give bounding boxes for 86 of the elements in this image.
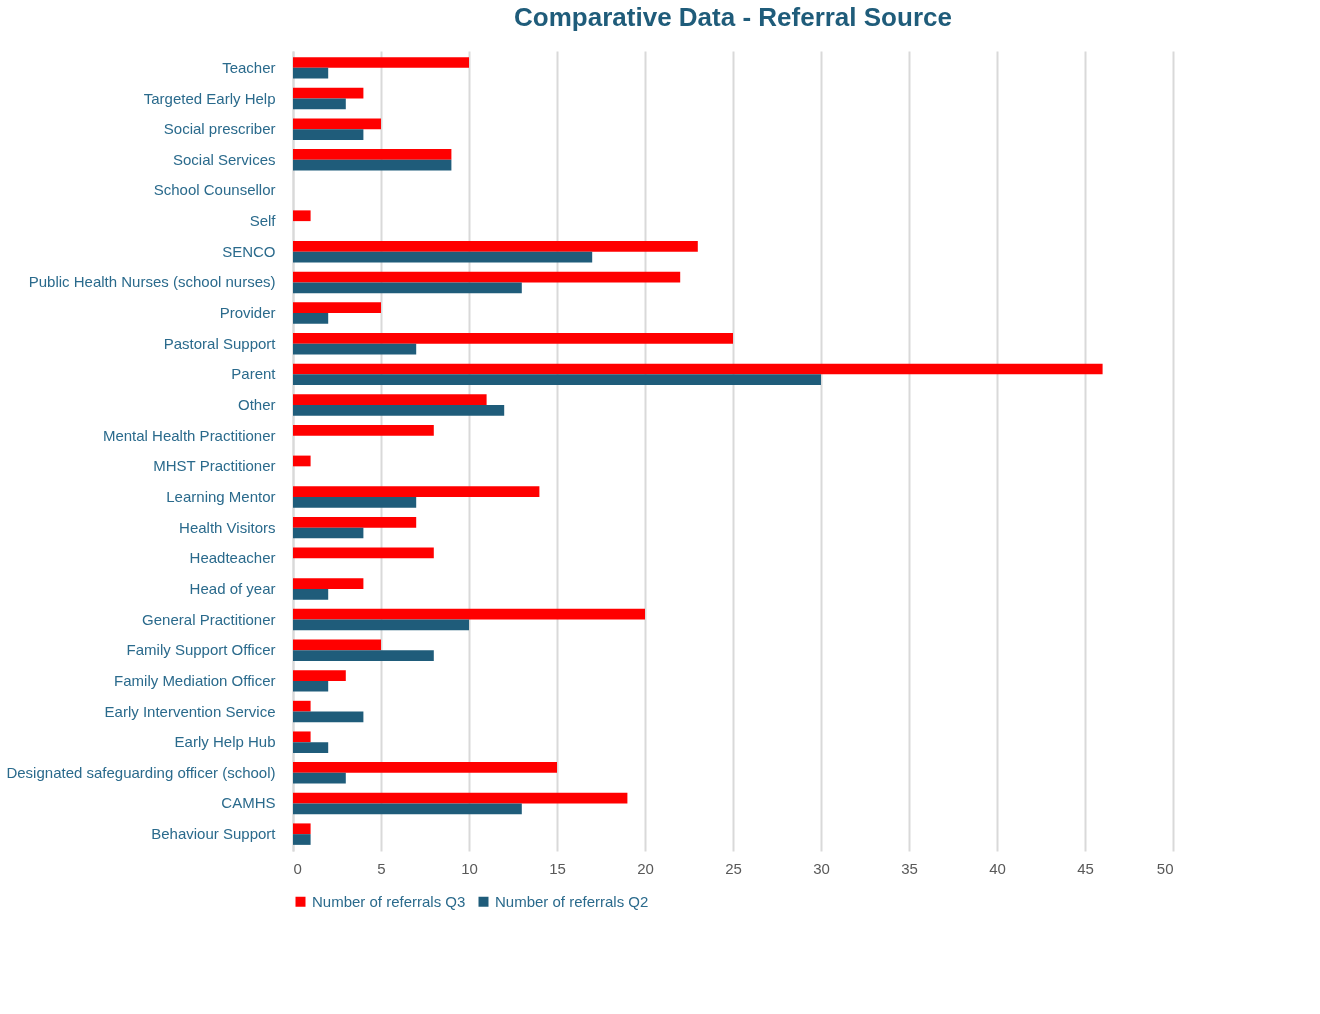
bar — [293, 834, 311, 845]
y-tick-label: Headteacher — [189, 549, 276, 567]
y-tick-label: Parent — [231, 365, 277, 383]
bar — [293, 129, 364, 140]
bar — [293, 496, 417, 508]
legend-label: Number of referrals Q2 — [495, 892, 649, 910]
bar — [293, 57, 469, 68]
bar — [293, 803, 522, 815]
bar — [293, 87, 364, 99]
y-tick-label: Other — [237, 396, 276, 414]
bar — [293, 363, 1103, 375]
y-tick-label: Social prescriber — [163, 120, 276, 138]
bar — [293, 516, 417, 528]
x-tick-label: 45 — [1077, 859, 1094, 877]
bar — [293, 588, 329, 600]
bar — [293, 547, 434, 559]
y-tick-label: Designated safeguarding officer (school) — [6, 763, 276, 781]
bar — [293, 149, 452, 160]
bar — [293, 405, 505, 416]
y-tick-label: Provider — [219, 304, 276, 322]
y-tick-label: Public Health Nurses (school nurses) — [28, 273, 276, 291]
bar — [293, 282, 522, 294]
x-tick-label: 50 — [1156, 859, 1174, 877]
bar — [293, 792, 628, 804]
y-tick-label: Family Support Officer — [126, 641, 276, 659]
x-tick-label: 20 — [637, 859, 654, 877]
x-tick-label: 40 — [989, 859, 1006, 877]
bar — [293, 394, 487, 406]
bar — [293, 332, 733, 344]
x-tick-label: 10 — [461, 859, 478, 877]
y-tick-label: Health Visitors — [179, 518, 276, 536]
x-tick-label: 0 — [293, 859, 302, 877]
y-tick-label: CAMHS — [221, 794, 276, 812]
x-tick-label: 15 — [549, 859, 566, 877]
y-tick-label: School Counsellor — [153, 181, 276, 199]
bar — [293, 98, 346, 110]
bar — [293, 639, 381, 651]
y-tick-label: Mental Health Practitioner — [102, 426, 276, 444]
bar — [293, 650, 434, 661]
bar — [293, 251, 593, 263]
y-tick-label: Behaviour Support — [151, 825, 277, 843]
bar — [293, 486, 540, 497]
y-tick-label: Targeted Early Help — [143, 89, 276, 107]
bar — [293, 731, 311, 743]
y-tick-label: Teacher — [222, 58, 276, 76]
bar — [293, 313, 329, 324]
bar — [293, 67, 329, 79]
legend-label: Number of referrals Q3 — [312, 892, 466, 910]
bar — [293, 578, 364, 589]
chart-title: Comparative Data - Referral Source — [514, 2, 952, 32]
y-tick-label: Pastoral Support — [163, 334, 277, 352]
y-tick-label: SENCO — [222, 242, 276, 260]
y-tick-label: Head of year — [189, 579, 276, 597]
bar — [293, 772, 346, 784]
bar — [293, 711, 364, 723]
y-tick-label: Early Help Hub — [174, 733, 276, 751]
x-tick-label: 35 — [901, 859, 918, 877]
x-tick-label: 5 — [377, 859, 386, 877]
bar — [293, 700, 311, 712]
bar — [293, 374, 821, 386]
y-tick-label: Learning Mentor — [166, 487, 276, 505]
bar — [293, 619, 469, 631]
bar — [293, 762, 557, 773]
y-tick-label: Early Intervention Service — [104, 702, 276, 720]
bar — [293, 823, 311, 835]
bar — [293, 608, 645, 620]
y-tick-label: General Practitioner — [142, 610, 276, 628]
bar — [293, 159, 452, 171]
bar — [293, 742, 329, 753]
y-tick-label: Family Mediation Officer — [114, 671, 276, 689]
bar — [293, 118, 381, 130]
y-tick-label: Social Services — [172, 150, 276, 168]
bar — [293, 527, 364, 539]
x-tick-label: 25 — [725, 859, 742, 877]
bar — [293, 302, 381, 314]
bar — [293, 210, 311, 222]
y-tick-label: MHST Practitioner — [153, 457, 276, 475]
x-tick-label: 30 — [813, 859, 830, 877]
bar — [293, 271, 681, 283]
bar — [293, 343, 417, 355]
bar — [293, 424, 434, 436]
bar — [293, 455, 311, 467]
y-tick-label: Self — [249, 212, 277, 230]
bar — [293, 241, 698, 252]
bar — [293, 670, 346, 681]
bar — [293, 680, 329, 692]
